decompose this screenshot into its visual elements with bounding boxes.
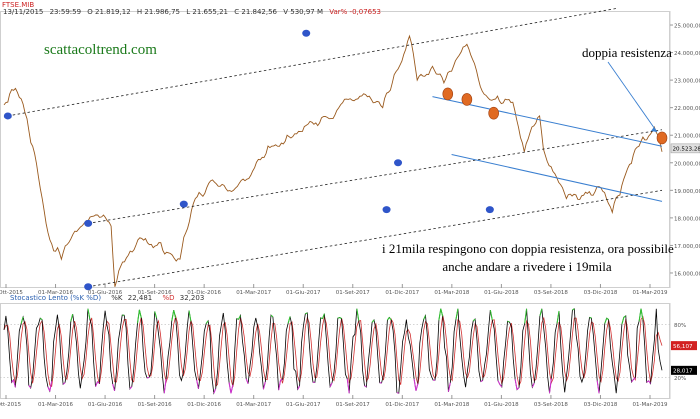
osc-x-tick-label: 01-Set-2016 — [138, 402, 172, 408]
comment-annotation: i 21mila respingono con doppia resistenz… — [382, 240, 672, 276]
osc-x-tick-label: 01-Mar-2017 — [236, 402, 271, 408]
price-y-tick-label: 24.000,00 — [674, 51, 700, 57]
brand-watermark: scattacoltrend.com — [44, 42, 157, 59]
price-y-tick-label: 23.000,00 — [674, 79, 700, 85]
osc-x-tick-label: 01-Giu-2018 — [484, 402, 519, 408]
swing-point-marker — [4, 112, 12, 119]
low-label: L 21.655,21 — [186, 8, 228, 16]
stoch-oversold-segment — [397, 393, 399, 394]
stoch-overbought-segment — [590, 317, 592, 318]
resistance-marker — [657, 132, 667, 144]
osc-x-tick-label: 01-Mar-2019 — [633, 402, 668, 408]
swing-point-marker — [394, 159, 402, 166]
d-label: %D — [163, 294, 175, 302]
resistance-marker — [443, 88, 453, 100]
price-x-tick-label: 01-Giu-2018 — [484, 290, 519, 296]
osc-x-tick-label: 1-Ott-2015 — [0, 402, 22, 408]
volume-label: V 530,97 M — [283, 8, 323, 16]
price-x-tick-label: 01-Mar-2019 — [633, 290, 668, 296]
resistance-marker — [489, 107, 499, 119]
k-value: 22,481 — [128, 294, 153, 302]
swing-point-marker — [180, 201, 188, 208]
oscillator-name: Stocastico Lento (%K %D) — [10, 294, 101, 302]
change-label: Var% -0,07653 — [329, 8, 381, 16]
swing-point-marker — [84, 220, 92, 227]
osc-x-tick-label: 01-Giu-2016 — [88, 402, 123, 408]
stoch-level-label: 20% — [674, 376, 686, 382]
price-x-tick-label: 01-Set-2017 — [336, 290, 370, 296]
osc-x-tick-label: 01-Mar-2016 — [38, 402, 73, 408]
swing-point-marker — [486, 206, 494, 213]
comment-line-2: anche andare a rivedere i 19mila — [382, 258, 672, 276]
stoch-d-value-label: 56,107 — [673, 344, 693, 350]
price-y-tick-label: 17.000,00 — [674, 244, 700, 250]
price-x-tick-label: 03-Dic-2018 — [584, 290, 618, 296]
high-label: H 21.986,75 — [137, 8, 180, 16]
stoch-level-label: 80% — [674, 323, 686, 329]
price-y-tick-label: 19.000,00 — [674, 189, 700, 195]
price-x-tick-label: 01-Mar-2017 — [236, 290, 271, 296]
osc-x-tick-label: 01-Dic-2017 — [385, 402, 419, 408]
comment-line-1: i 21mila respingono con doppia resistenz… — [382, 240, 672, 258]
oscillator-header: Stocastico Lento (%K %D) %K 22,481 %D 32… — [10, 294, 204, 302]
d-value: 32,203 — [180, 294, 205, 302]
last-price-label: 20.523,28 — [673, 147, 700, 153]
price-y-tick-label: 20.000,00 — [674, 161, 700, 167]
k-label: %K — [111, 294, 122, 302]
open-label: O 21.819,12 — [87, 8, 130, 16]
price-x-tick-label: 01-Dic-2017 — [385, 290, 419, 296]
swing-point-marker — [84, 283, 92, 290]
resistance-annotation: doppia resistenza — [582, 44, 672, 62]
price-y-tick-label: 22.000,00 — [674, 106, 700, 112]
price-x-tick-label: 01-Mar-2018 — [434, 290, 469, 296]
osc-x-tick-label: 03-Dic-2018 — [584, 402, 618, 408]
osc-x-tick-label: 01-Mar-2018 — [434, 402, 469, 408]
price-x-tick-label: 01-Giu-2017 — [286, 290, 321, 296]
stoch-overbought-segment — [508, 321, 510, 322]
price-x-tick-label: 03-Set-2018 — [534, 290, 568, 296]
stoch-k-value-label: 28,017 — [673, 369, 693, 375]
price-y-tick-label: 21.000,00 — [674, 134, 700, 140]
price-y-tick-label: 16.000,00 — [674, 271, 700, 277]
date-label: 13/11/2015 — [3, 8, 43, 16]
swing-point-marker — [302, 30, 310, 37]
resistance-marker — [462, 93, 472, 105]
price-y-tick-label: 18.000,00 — [674, 216, 700, 222]
time-label: 23:59:59 — [50, 8, 81, 16]
ohlc-readout: 13/11/2015 23:59:59 O 21.819,12 H 21.986… — [3, 8, 381, 16]
stoch-overbought-segment — [338, 317, 340, 318]
osc-x-tick-label: 01-Dic-2016 — [187, 402, 221, 408]
osc-x-tick-label: 01-Set-2017 — [336, 402, 370, 408]
osc-x-tick-label: 03-Set-2018 — [534, 402, 568, 408]
price-y-tick-label: 25.000,00 — [674, 24, 700, 30]
swing-point-marker — [383, 206, 391, 213]
close-label: C 21.842,56 — [234, 8, 277, 16]
osc-x-tick-label: 01-Giu-2017 — [286, 402, 321, 408]
